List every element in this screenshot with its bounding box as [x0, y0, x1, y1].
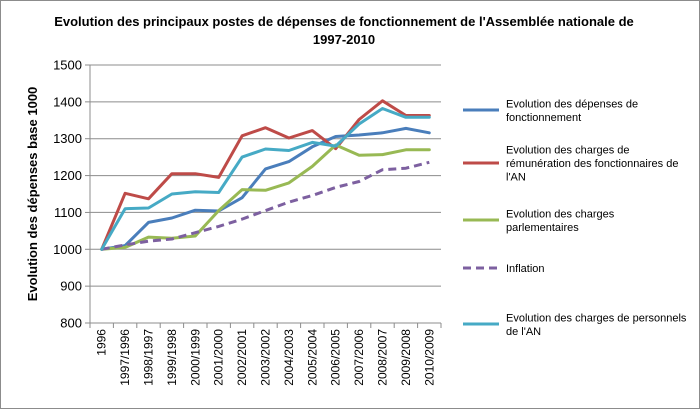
legend-label-1: fonctionnement: [506, 112, 581, 124]
legend-label-2: rémunération des fonctionnaires de: [506, 158, 678, 170]
x-tick-label: 1998/1997: [142, 329, 156, 386]
chart-title: Evolution des principaux postes de dépen…: [54, 14, 634, 47]
y-tick-label: 1300: [53, 131, 82, 146]
y-tick-label: 800: [60, 316, 82, 331]
x-tick-label: 2004/2003: [282, 329, 296, 386]
axes: [89, 65, 441, 324]
x-tick-label: 2002/2001: [235, 329, 249, 386]
chart-title-line-2: 1997-2010: [313, 32, 375, 47]
gridlines: [90, 64, 441, 324]
x-tick-label: 1997/1996: [118, 329, 132, 386]
x-tick-label: 2000/1999: [188, 329, 202, 386]
legend-label-1: Evolution des dépenses de: [506, 98, 638, 110]
series-line-1: [100, 126, 431, 251]
legend-label-5: Evolution des charges de personnels: [506, 312, 687, 324]
x-tick-label: 2006/2005: [329, 329, 343, 386]
y-tick-label: 1000: [53, 242, 82, 257]
y-tick-label: 1500: [53, 58, 82, 73]
y-axis-label: Evolution des dépenses base 1000: [25, 87, 40, 302]
series-lines: [100, 99, 431, 251]
x-tick-label: 1996: [95, 329, 109, 356]
legend-label-4: Inflation: [506, 263, 545, 275]
x-tick-label: 2009/2008: [399, 329, 413, 386]
x-axis-ticks: 1996 1997/1996 1998/1997 1999/1998 2000/1999…: [89, 323, 442, 386]
legend-label-5: de l'AN: [506, 326, 541, 338]
y-tick-label: 900: [60, 279, 82, 294]
legend-label-2: l'AN: [506, 172, 526, 184]
x-tick-label: 2008/2007: [376, 329, 390, 386]
legend: Evolution des dépenses de fonctionnement E…: [463, 98, 687, 338]
legend-label-3: parlementaires: [506, 222, 579, 234]
x-tick-label: 2010/2009: [422, 329, 436, 386]
y-axis-ticks: 800 900 1000 1100 1200 1300 1400 1500: [53, 58, 90, 331]
chart-title-line-1: Evolution des principaux postes de dépen…: [54, 14, 634, 29]
x-tick-label: 2007/2006: [352, 329, 366, 386]
x-tick-label: 2005/2004: [305, 329, 319, 386]
legend-label-2: Evolution des charges de: [506, 145, 630, 157]
x-tick-label: 2003/2002: [259, 329, 273, 386]
x-tick-label: 2001/2000: [212, 329, 226, 386]
legend-label-3: Evolution des charges: [506, 208, 615, 220]
series-line-5: [100, 107, 431, 251]
x-tick-label: 1999/1998: [165, 329, 179, 386]
series-line-2: [100, 99, 431, 251]
series-line-3: [100, 143, 431, 251]
y-tick-label: 1100: [54, 205, 82, 220]
y-tick-label: 1200: [53, 168, 82, 183]
series-line-4: [101, 160, 430, 251]
y-tick-label: 1400: [53, 94, 82, 109]
